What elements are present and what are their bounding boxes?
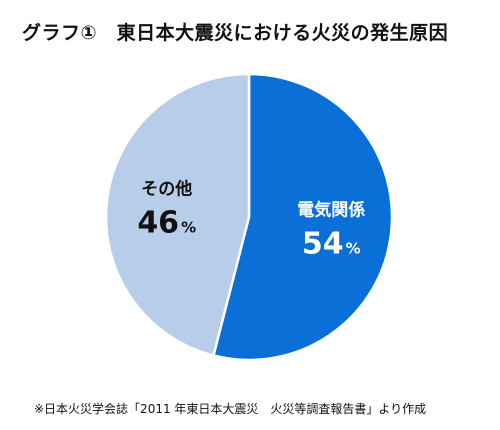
pie-slice-value-1: 46% xyxy=(137,206,196,241)
pie-slice-0 xyxy=(212,72,394,362)
pie-slice-value-0: 54% xyxy=(302,226,361,261)
pie-slice-label-1: その他 xyxy=(141,179,192,200)
pie-slice-1 xyxy=(104,72,251,357)
pie-labels: 電気関係 54 % その他 46% xyxy=(137,179,365,262)
chart-title: グラフ① 東日本大震災における火災の発生原因 xyxy=(22,22,449,44)
source-note: ※日本火災学会誌「2011 年東日本大震災 火災等調査報告書」より作成 xyxy=(34,402,427,416)
pie-slices xyxy=(104,72,394,362)
pie-slice-label-0: 電気関係 xyxy=(297,199,365,220)
